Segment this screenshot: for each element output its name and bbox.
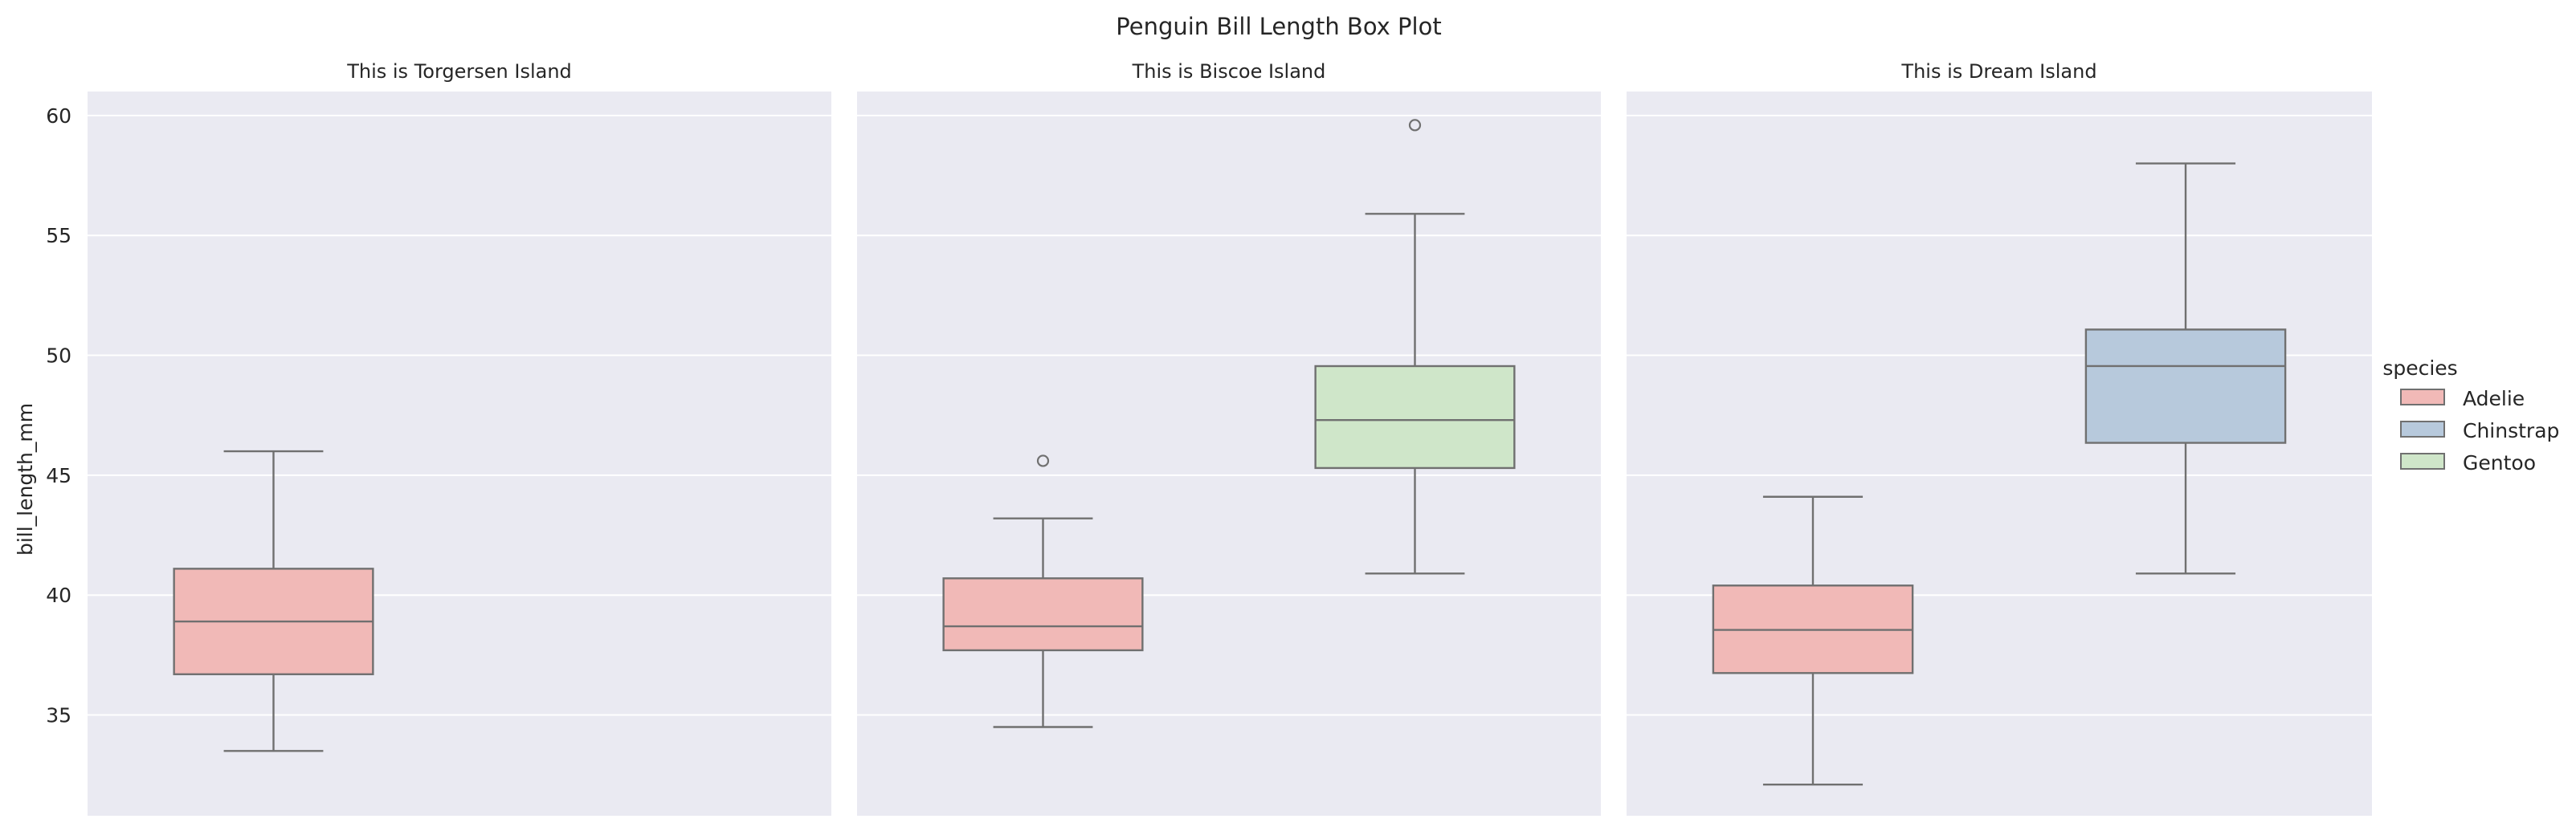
- legend-items: Adelie Chinstrap Gentoo: [2400, 387, 2559, 475]
- box-adelie: [1712, 495, 1914, 786]
- facet-title-biscoe: This is Biscoe Island: [1132, 60, 1326, 83]
- iqr-box-adelie: [942, 577, 1144, 652]
- legend-label-chinstrap: Chinstrap: [2463, 419, 2559, 442]
- y-tick-60: 60: [46, 104, 71, 128]
- panel-background-torgersen: [88, 92, 831, 816]
- legend-swatch-gentoo: [2400, 453, 2445, 470]
- box-chinstrap: [2084, 162, 2287, 575]
- grid-biscoe: [857, 114, 1601, 716]
- facet-biscoe: This is Biscoe Island: [857, 60, 1601, 816]
- box-adelie: [173, 450, 374, 752]
- y-tick-55: 55: [46, 224, 71, 247]
- boxes-torgersen: [173, 450, 374, 752]
- y-tick-45: 45: [46, 464, 71, 487]
- legend-swatch-adelie: [2400, 389, 2445, 405]
- facet-title-dream: This is Dream Island: [1900, 60, 2096, 83]
- legend-label-gentoo: Gentoo: [2463, 451, 2536, 475]
- y-tick-40: 40: [46, 584, 71, 607]
- box-gentoo: [1314, 119, 1516, 575]
- legend-label-adelie: Adelie: [2463, 387, 2525, 410]
- iqr-box-chinstrap: [2084, 328, 2287, 444]
- panel-background-dream: [1627, 92, 2372, 816]
- iqr-box-gentoo: [1314, 365, 1516, 470]
- facet-dream: This is Dream Island: [1627, 60, 2372, 816]
- y-axis-ticks: 35 40 45 50 55 60: [46, 104, 71, 727]
- outlier-adelie-0: [1036, 454, 1050, 467]
- outlier-gentoo-0: [1408, 119, 1422, 132]
- legend-swatch-chinstrap: [2400, 421, 2445, 438]
- boxes-dream: [1712, 162, 2287, 786]
- legend: species Adelie Chinstrap Gentoo: [2382, 356, 2559, 475]
- facet-torgersen: This is Torgersen Island: [88, 60, 831, 816]
- legend-title: species: [2382, 356, 2457, 380]
- chart-title: Penguin Bill Length Box Plot: [1116, 13, 1441, 40]
- y-axis-label: bill_length_mm: [14, 403, 37, 556]
- boxes-biscoe: [942, 119, 1516, 728]
- facet-title-torgersen: This is Torgersen Island: [346, 60, 572, 83]
- box-adelie: [942, 454, 1144, 728]
- y-tick-35: 35: [46, 704, 71, 727]
- y-tick-50: 50: [46, 344, 71, 368]
